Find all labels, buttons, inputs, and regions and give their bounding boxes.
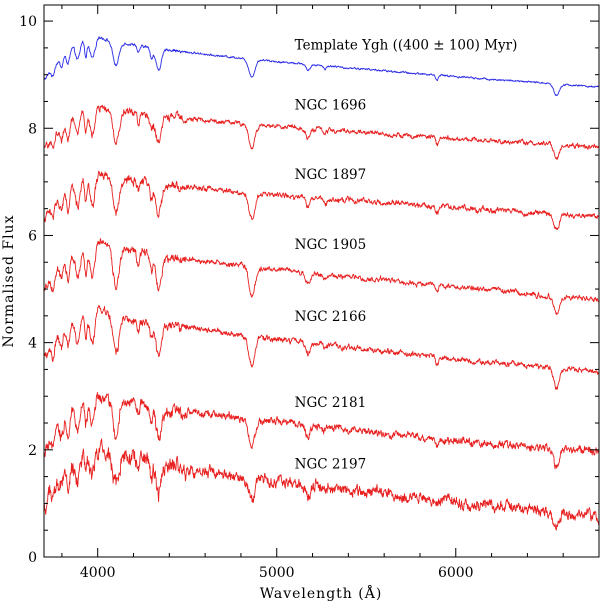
spectrum-line — [43, 438, 600, 531]
y-tick-label: 0 — [28, 550, 37, 566]
axis-ticks — [44, 5, 600, 558]
spectrum-line — [43, 392, 600, 470]
spectrum-label: NGC 2166 — [295, 309, 367, 325]
spectrum-line — [43, 238, 600, 315]
spectrum-label: NGC 1696 — [295, 98, 367, 114]
spectrum-line — [43, 36, 600, 97]
tick-labels: 4000 5000 6000 0 2 4 6 8 10 — [19, 14, 473, 581]
spectrum-label: NGC 1905 — [295, 237, 367, 253]
spectrum-line — [43, 305, 600, 390]
spectra-group — [43, 36, 600, 531]
spectrum-label: NGC 2197 — [295, 457, 367, 473]
plot-frame — [43, 4, 600, 558]
x-tick-label: 6000 — [438, 565, 474, 581]
y-tick-label: 4 — [28, 336, 37, 352]
spectrum-label: Template Ygh ((400 ± 100) Myr) — [295, 37, 518, 53]
spectrum-label: NGC 1897 — [295, 167, 367, 183]
spectrum-line — [43, 170, 600, 230]
x-tick-label: 5000 — [259, 565, 295, 581]
spectrum-labels: Template Ygh ((400 ± 100) Myr) NGC 1696 NG… — [295, 37, 518, 472]
y-tick-label: 8 — [28, 121, 37, 137]
y-tick-label: 6 — [28, 228, 37, 244]
y-tick-label: 2 — [28, 443, 37, 459]
y-tick-label: 10 — [19, 14, 37, 30]
y-axis-label: Normalised Flux — [1, 215, 17, 348]
spectrum-line — [43, 104, 600, 160]
x-tick-label: 4000 — [80, 565, 116, 581]
spectrum-label: NGC 2181 — [295, 395, 367, 411]
x-axis-label: Wavelength (Å) — [260, 584, 383, 602]
